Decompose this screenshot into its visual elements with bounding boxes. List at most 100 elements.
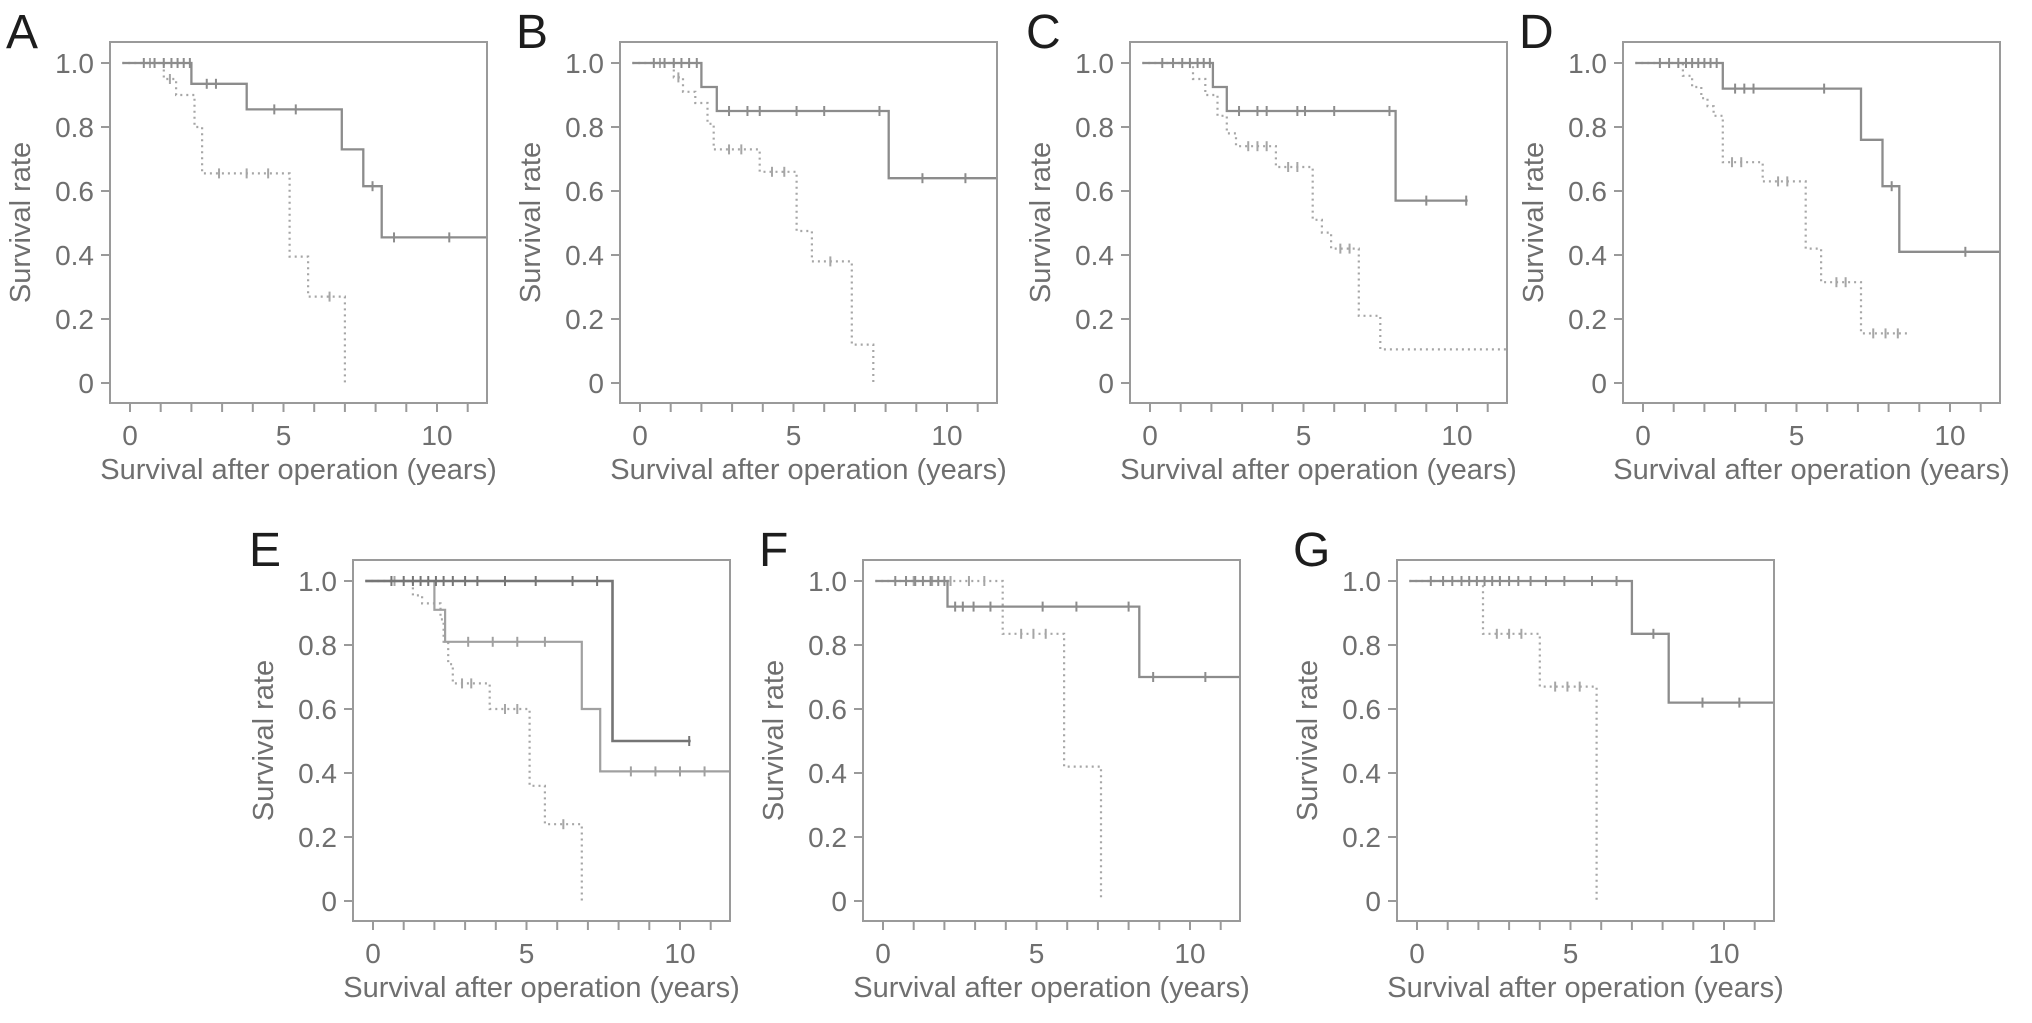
y-tick-label: 0.6 [808, 694, 847, 725]
panel-letter-G: G [1293, 524, 1330, 577]
y-tick-label: 1.0 [55, 48, 94, 79]
y-tick-label: 0.6 [1568, 176, 1607, 207]
y-axis-title: Survival rate [515, 142, 547, 303]
y-axis-title: Survival rate [248, 660, 280, 821]
plot-box [619, 41, 998, 404]
panel-letter-A: A [6, 6, 38, 59]
x-axis-title: Survival after operation (years) [343, 972, 740, 1004]
x-tick-label: 0 [1635, 420, 1651, 451]
x-tick-label: 10 [1441, 420, 1472, 451]
survival-panel-E: E 1.0 0.8 0.6 0.4 0.2 0 0 5 10 Survival after oper… [243, 518, 788, 1023]
plot-box [1396, 559, 1775, 922]
solid-group [1142, 58, 1468, 206]
dotted-group [365, 576, 583, 901]
y-tick-label: 1.0 [1342, 566, 1381, 597]
y-tick-label: 0 [1365, 886, 1381, 917]
y-tick-label: 0.2 [1342, 822, 1381, 853]
x-tick-label: 10 [1174, 938, 1205, 969]
y-tick-label: 0 [1591, 368, 1607, 399]
x-tick-label: 0 [1142, 420, 1158, 451]
solid-group [122, 58, 487, 243]
y-tick-label: 0.2 [55, 304, 94, 335]
y-tick-label: 1.0 [298, 566, 337, 597]
survival-panel-B: B 1.0 0.8 0.6 0.4 0.2 0 0 5 10 Survival after oper… [510, 0, 1055, 505]
x-tick-label: 5 [1563, 938, 1579, 969]
x-tick-label: 5 [519, 938, 535, 969]
y-tick-label: 0.8 [298, 630, 337, 661]
dotted-group-curve [365, 579, 583, 901]
x-tick-label: 0 [122, 420, 138, 451]
solid-group-curve [875, 579, 1240, 679]
x-tick-label: 0 [632, 420, 648, 451]
y-tick-label: 0.6 [565, 176, 604, 207]
y-tick-label: 0.2 [1568, 304, 1607, 335]
plot-box [352, 559, 731, 922]
dotted-group-curve [1409, 579, 1598, 901]
y-tick-label: 0.8 [565, 112, 604, 143]
solid-dark-group [365, 576, 691, 746]
y-tick-label: 1.0 [808, 566, 847, 597]
panel-letter-B: B [516, 6, 548, 59]
x-tick-label: 0 [365, 938, 381, 969]
x-tick-label: 10 [664, 938, 695, 969]
y-tick-label: 0 [831, 886, 847, 917]
panel-letter-C: C [1026, 6, 1061, 59]
y-tick-label: 0.4 [808, 758, 847, 789]
plot-box [1622, 41, 2001, 404]
solid-group-curve [1635, 61, 2000, 253]
solid-group-curve [122, 61, 487, 239]
y-tick-label: 1.0 [565, 48, 604, 79]
x-tick-label: 0 [875, 938, 891, 969]
dotted-group [1142, 61, 1507, 351]
y-tick-label: 0.4 [1075, 240, 1114, 271]
x-tick-label: 10 [931, 420, 962, 451]
solid-group-curve [1409, 579, 1774, 704]
y-tick-label: 0.6 [55, 176, 94, 207]
solid-group-curve [1142, 61, 1468, 202]
y-tick-label: 0.2 [808, 822, 847, 853]
y-tick-label: 0 [588, 368, 604, 399]
plot-box [1129, 41, 1508, 404]
dotted-group [122, 58, 346, 383]
y-tick-label: 0 [1098, 368, 1114, 399]
y-axis-title: Survival rate [1025, 142, 1057, 303]
x-axis-title: Survival after operation (years) [610, 454, 1007, 486]
dotted-group-curve [875, 579, 1103, 901]
survival-panel-A: A 1.0 0.8 0.6 0.4 0.2 0 0 5 10 Survival after oper… [0, 0, 545, 505]
x-tick-label: 10 [1934, 420, 1965, 451]
dotted-group [1635, 61, 1911, 339]
solid-dark-group-curve [365, 579, 691, 743]
y-tick-label: 0.6 [298, 694, 337, 725]
solid-group [1409, 576, 1774, 708]
y-axis-title: Survival rate [758, 660, 790, 821]
x-axis-title: Survival after operation (years) [1613, 454, 2010, 486]
y-tick-label: 0.8 [808, 630, 847, 661]
panel-letter-F: F [759, 524, 788, 577]
dotted-group-curve [1142, 61, 1507, 351]
x-tick-label: 5 [1029, 938, 1045, 969]
y-tick-label: 0.6 [1342, 694, 1381, 725]
y-axis-title: Survival rate [1292, 660, 1324, 821]
x-tick-label: 10 [421, 420, 452, 451]
x-tick-label: 5 [1296, 420, 1312, 451]
x-axis-title: Survival after operation (years) [1120, 454, 1517, 486]
x-tick-label: 10 [1708, 938, 1739, 969]
dotted-group [632, 58, 875, 383]
panel-letter-E: E [249, 524, 281, 577]
solid-group [875, 576, 1240, 682]
dotted-group [1409, 579, 1598, 901]
survival-panel-C: C 1.0 0.8 0.6 0.4 0.2 0 0 5 10 Survival after oper… [1020, 0, 1565, 505]
y-tick-label: 0.8 [55, 112, 94, 143]
dotted-group-curve [122, 61, 346, 383]
solid-group [1635, 58, 2000, 257]
solid-group [632, 58, 997, 184]
y-tick-label: 0.6 [1075, 176, 1114, 207]
y-axis-title: Survival rate [1518, 142, 1550, 303]
